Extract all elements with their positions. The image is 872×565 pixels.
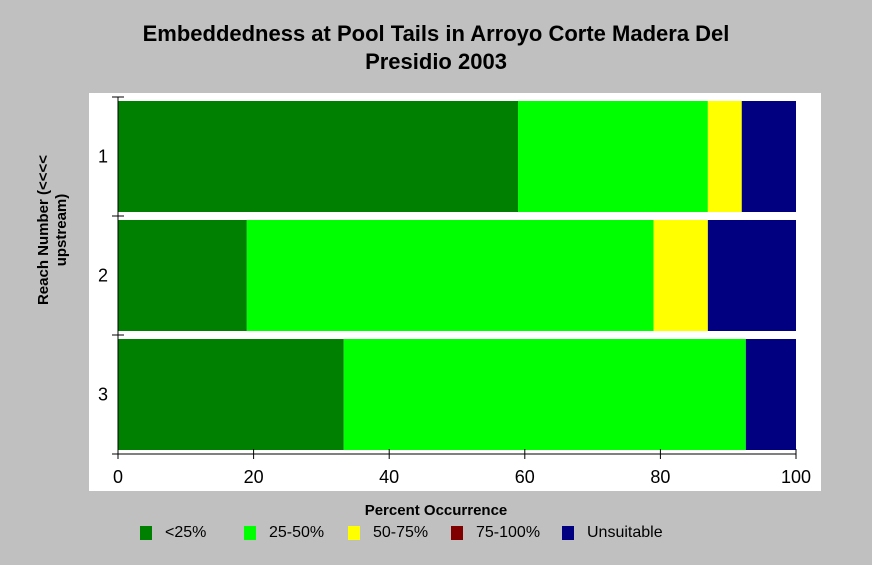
bar-reach-3-lt25 [118,339,344,450]
y-axis-label-line-1: Reach Number (<<<< [35,154,52,306]
x-axis-label: Percent Occurrence [364,502,508,519]
x-tick-label: 80 [650,467,670,487]
bar-reach-2-lt25 [118,220,247,331]
x-tick-label: 100 [781,467,811,487]
bar-reach-3-25-50 [343,339,746,450]
legend-label: Unsuitable [587,524,663,541]
bar-reach-2-unsuitable [707,220,796,331]
axes-group: 1 2 3 0 20 40 60 80 100 [98,96,811,487]
legend-item: 75-100% [451,524,540,542]
bar-reach-1-50-75 [707,101,742,212]
x-tick-label: 20 [244,467,264,487]
bar-reach-1-unsuitable [741,101,796,212]
legend-swatch [562,526,574,540]
y-tick-label: 2 [98,266,108,286]
legend-swatch [451,526,463,540]
bar-reach-3-unsuitable [745,339,796,450]
legend-swatch [140,526,152,540]
legend-item: Unsuitable [562,524,663,542]
legend-item: <25% [140,524,206,542]
chart-title-line-1: Embeddedness at Pool Tails in Arroyo Cor… [142,21,730,46]
legend-label: 50-75% [373,524,429,541]
x-tick-label: 0 [113,467,123,487]
bar-reach-1-lt25 [118,101,519,212]
legend-label: <25% [165,524,207,541]
x-tick-label: 40 [379,467,399,487]
legend-label: 75-100% [476,524,541,541]
legend-swatch [348,526,360,540]
y-tick-label: 1 [98,147,108,167]
legend-item: 25-50% [244,524,324,542]
y-tick-label: 3 [98,385,108,405]
bar-reach-1-25-50 [518,101,708,212]
legend-item: 50-75% [348,524,428,542]
bar-reach-2-50-75 [653,220,708,331]
chart-title-line-2: Presidio 2003 [365,49,507,74]
y-axis-label: Reach Number (<<<< upstream) [35,155,71,305]
bar-reach-2-25-50 [246,220,654,331]
legend-label: 25-50% [269,524,325,541]
x-tick-label: 60 [515,467,535,487]
legend: <25% 25-50% 50-75% 75-100% Unsuitable [0,524,872,548]
legend-swatch [244,526,256,540]
chart-title: Embeddedness at Pool Tails in Arroyo Cor… [0,20,872,76]
y-axis-label-line-2: upstream) [53,193,70,267]
bars-group [118,101,796,450]
